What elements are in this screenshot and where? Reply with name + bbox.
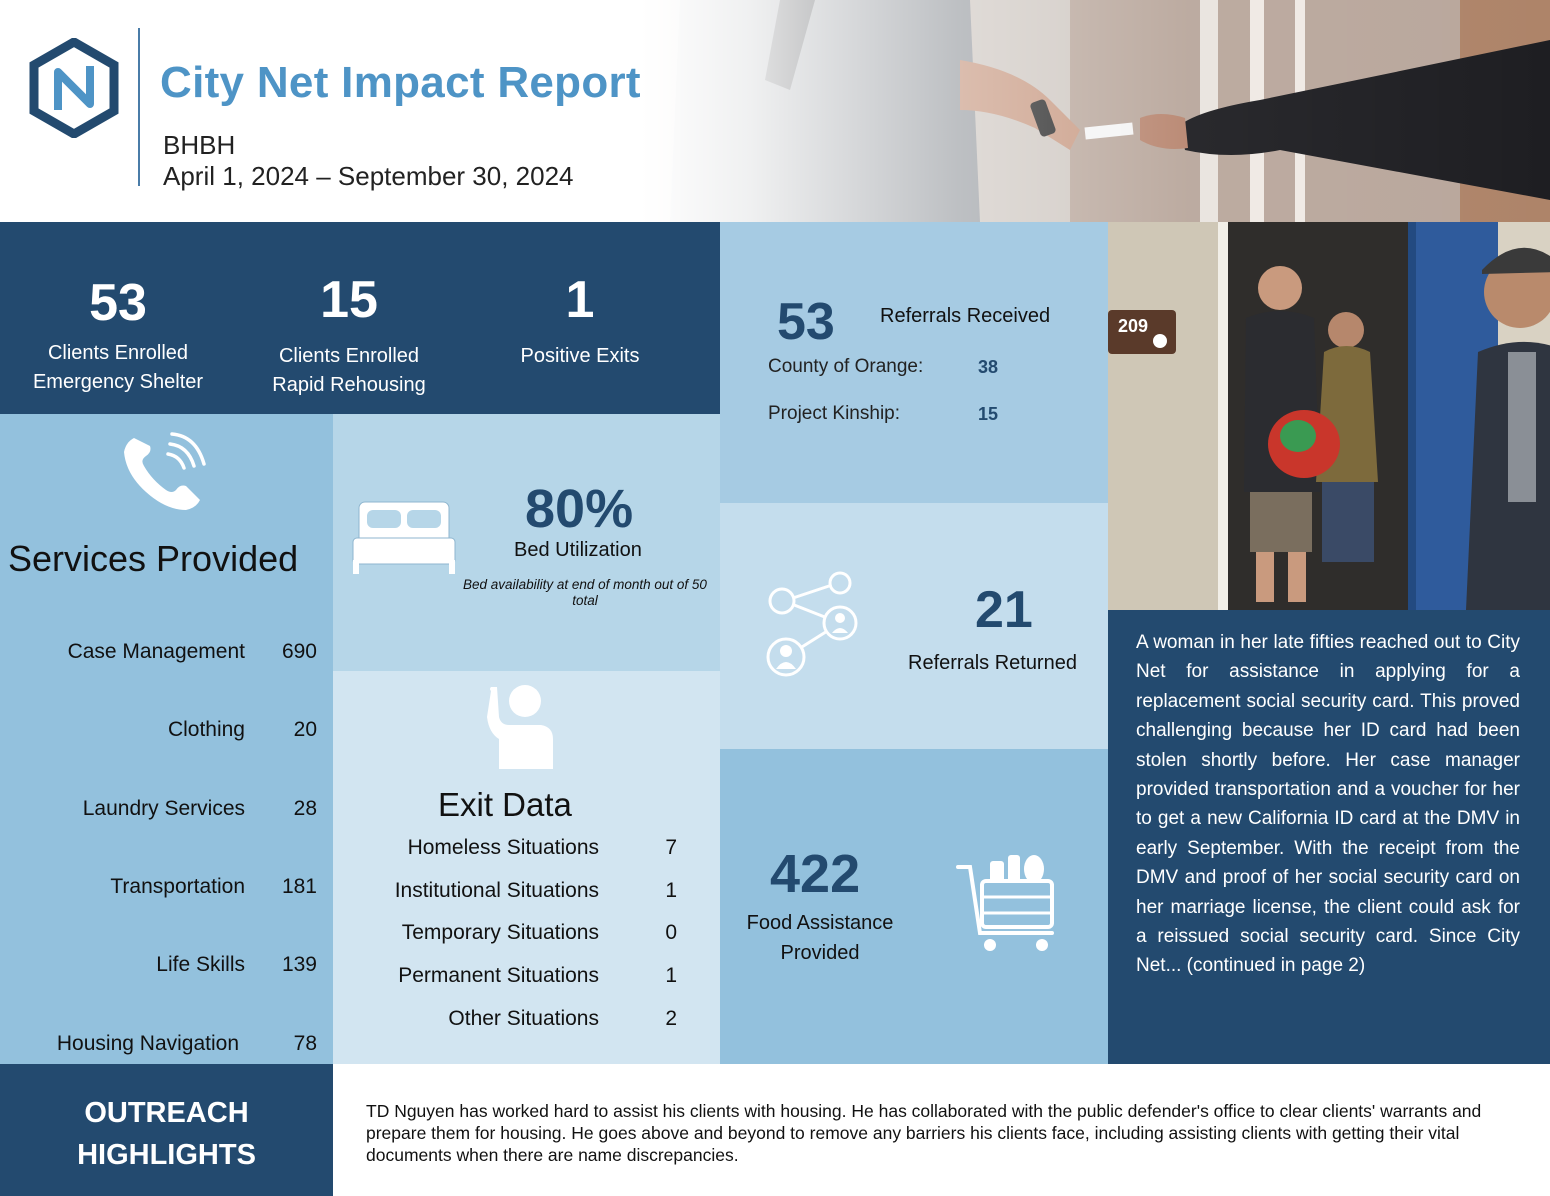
food-assistance-label: Food Assistance Provided (737, 908, 903, 968)
grocery-cart-icon (956, 853, 1064, 953)
service-name: Life Skills (156, 953, 245, 976)
referrals-returned-panel (720, 503, 1108, 749)
service-value: 181 (281, 875, 317, 898)
service-value: 139 (281, 953, 317, 976)
service-row: Housing Navigation 78 (0, 1032, 333, 1062)
service-value: 20 (293, 718, 317, 741)
referral-source-value: 15 (978, 404, 999, 424)
exit-row: Permanent Situations 1 (333, 964, 720, 994)
service-value: 28 (293, 797, 317, 820)
phone-icon (120, 432, 210, 514)
service-value: 78 (293, 1032, 317, 1055)
client-story-photo: 209 (1108, 222, 1550, 610)
stat-label-line1: Clients Enrolled (47, 342, 189, 364)
exit-row: Institutional Situations 1 (333, 879, 720, 909)
exit-value: 1 (665, 964, 677, 987)
header-divider (138, 28, 140, 186)
exit-name: Other Situations (448, 1007, 599, 1030)
service-name: Laundry Services (82, 797, 245, 820)
services-title: Services Provided (8, 538, 299, 579)
stat-label-line2: Rapid Rehousing (272, 374, 426, 396)
referrals-received-label: Referrals Received (880, 305, 1051, 327)
network-share-icon (762, 569, 862, 679)
service-row: Life Skills 139 (0, 953, 333, 983)
stat-value: 53 (89, 274, 147, 332)
bed-icon (351, 498, 457, 576)
header-photo (640, 0, 1550, 222)
referrals-returned-label: Referrals Returned (908, 652, 1077, 674)
bed-utilization-label: Bed Utilization (514, 539, 642, 561)
stat-label-line1: Clients Enrolled (278, 345, 420, 367)
outreach-text-panel (333, 1064, 1550, 1196)
exit-name: Homeless Situations (407, 836, 599, 859)
stat-value: 1 (565, 271, 595, 329)
services-panel (0, 414, 333, 1064)
food-assistance-label-line2: Provided (780, 942, 860, 964)
outreach-highlights-text: TD Nguyen has worked hard to assist his … (366, 1101, 1482, 1165)
outreach-label-panel (0, 1064, 333, 1196)
exit-data-title: Exit Data (438, 786, 572, 823)
service-name: Case Management (67, 640, 245, 663)
outreach-highlights-label: OUTREACH HIGHLIGHTS (0, 1092, 333, 1176)
referrals-returned-value: 21 (975, 581, 1033, 639)
food-assistance-value: 422 (770, 844, 861, 904)
exit-row: Temporary Situations 0 (333, 921, 720, 951)
report-date-range: April 1, 2024 – September 30, 2024 (163, 161, 574, 191)
exit-value: 1 (665, 879, 677, 902)
client-story-text: A woman in her late fifties reached out … (1136, 632, 1520, 977)
door-number: 209 (1118, 316, 1148, 336)
person-waving-icon (485, 683, 555, 769)
referral-source-name: County of Orange: (768, 356, 924, 377)
exit-value: 0 (665, 921, 677, 944)
service-name: Transportation (110, 875, 245, 898)
referral-source-name: Project Kinship: (768, 403, 901, 424)
bed-utilization-note: Bed availability at end of month out of … (463, 577, 707, 608)
exit-name: Permanent Situations (398, 964, 599, 987)
outreach-label-line2: HIGHLIGHTS (77, 1139, 256, 1171)
outreach-label-line1: OUTREACH (84, 1097, 249, 1129)
stat-value: 15 (320, 271, 378, 329)
exit-name: Institutional Situations (394, 879, 599, 902)
service-row: Clothing 20 (0, 718, 333, 748)
referral-source-value: 38 (978, 357, 999, 377)
referrals-received-panel (720, 222, 1108, 503)
exit-data-panel (333, 671, 720, 1064)
report-header: City Net Impact Report BHBH April 1, 202… (0, 0, 1550, 222)
food-assistance-panel (720, 749, 1108, 1064)
referrals-received-value: 53 (777, 293, 835, 351)
enrollment-stats-panel: 53 Clients Enrolled Emergency Shelter 15… (0, 222, 720, 414)
service-value: 690 (281, 640, 317, 663)
stat-label-line2: Emergency Shelter (32, 371, 204, 393)
service-row: Case Management 690 (0, 640, 333, 670)
bed-utilization-panel (333, 414, 720, 671)
food-assistance-label-line1: Food Assistance (746, 912, 894, 934)
exit-name: Temporary Situations (401, 921, 599, 944)
service-row: Transportation 181 (0, 875, 333, 905)
stat-emergency-shelter: 53 Clients Enrolled Emergency Shelter (18, 277, 218, 397)
stat-rapid-rehousing: 15 Clients Enrolled Rapid Rehousing (249, 274, 449, 400)
city-net-logo (28, 38, 120, 138)
report-title: City Net Impact Report (160, 58, 641, 107)
client-story-panel (1108, 610, 1550, 1064)
service-row: Laundry Services 28 (0, 797, 333, 827)
service-name: Clothing (167, 718, 245, 741)
stat-label-line1: Positive Exits (520, 345, 640, 367)
exit-value: 7 (665, 836, 677, 859)
bed-utilization-value: 80% (525, 479, 634, 539)
exit-value: 2 (665, 1007, 677, 1030)
exit-row: Homeless Situations 7 (333, 836, 720, 866)
exit-row: Other Situations 2 (333, 1007, 720, 1037)
service-name: Housing Navigation (56, 1032, 239, 1055)
stat-positive-exits: 1 Positive Exits (480, 274, 680, 371)
program-name: BHBH (163, 130, 236, 160)
